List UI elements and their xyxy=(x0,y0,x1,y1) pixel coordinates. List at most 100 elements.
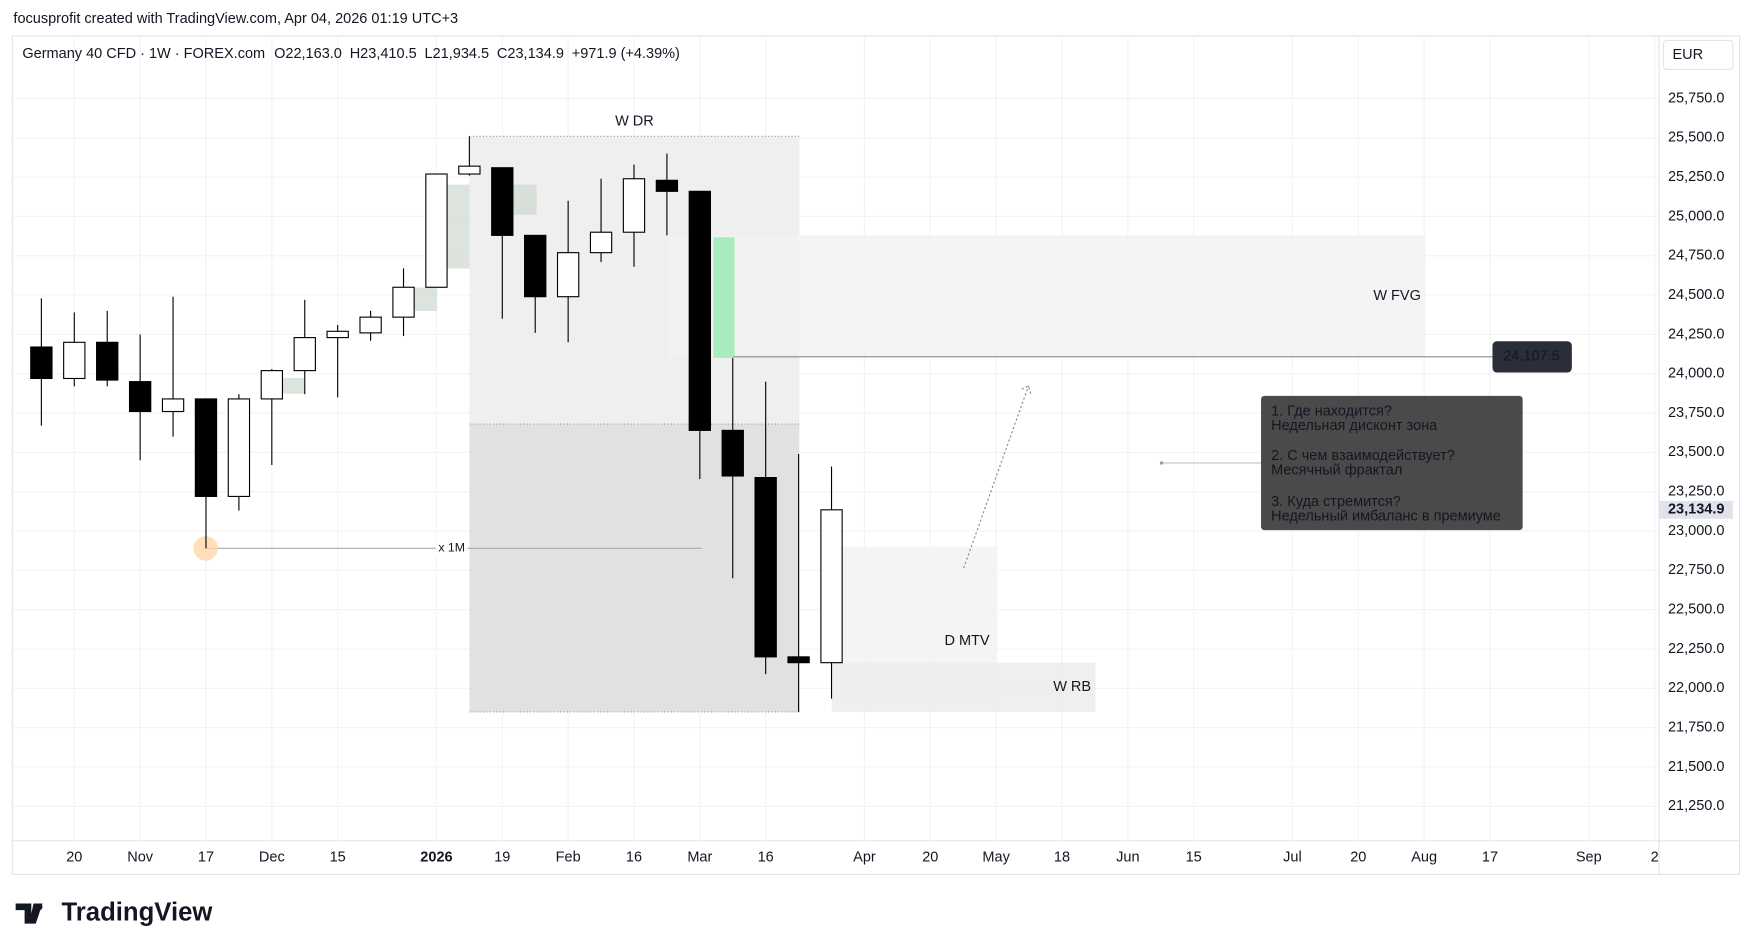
x-tick-label: Dec xyxy=(259,849,285,865)
x-tick-label: Aug xyxy=(1411,849,1437,865)
candles xyxy=(30,136,843,712)
fvg-highlight xyxy=(713,237,735,358)
candle-body xyxy=(556,252,580,298)
ohlc-low: L21,934.5 xyxy=(425,46,490,62)
projection-arrow xyxy=(963,385,1032,569)
logo-dot xyxy=(35,903,43,911)
brand: TradingView xyxy=(61,898,213,926)
x-tick-label: Jun xyxy=(1116,849,1139,865)
x-tick-label: 16 xyxy=(758,849,774,865)
note-line: 1. Где находится? xyxy=(1271,403,1392,419)
x-tick-label: Jul xyxy=(1283,849,1302,865)
y-tick-label: 22,250.0 xyxy=(1668,641,1725,657)
attribution: focusprofit created with TradingView.com… xyxy=(13,11,458,27)
price-line-label: 24,107.5 xyxy=(1503,349,1560,365)
symbol: Germany 40 CFD · 1W · FOREX.com xyxy=(22,46,265,62)
y-tick-label: 24,000.0 xyxy=(1668,366,1725,382)
candle-body xyxy=(655,179,679,192)
candle-body xyxy=(820,509,843,664)
candle-body xyxy=(293,337,316,372)
currency-button[interactable] xyxy=(1662,39,1734,71)
y-tick-label: 24,750.0 xyxy=(1668,248,1725,264)
y-tick-label: 24,500.0 xyxy=(1668,287,1725,303)
note-line: Месячный фрактал xyxy=(1271,463,1402,479)
x-tick-label: 18 xyxy=(1054,849,1070,865)
candle-body xyxy=(787,656,810,664)
ohlc-close: C23,134.9 xyxy=(497,46,564,62)
x-tick-label: Feb xyxy=(556,849,581,865)
zone-lower xyxy=(469,424,800,712)
x-tick-label: 20 xyxy=(922,849,938,865)
y-tick-label: 22,750.0 xyxy=(1668,562,1725,578)
currency[interactable]: EUR xyxy=(1672,47,1703,63)
candle-body xyxy=(30,346,53,380)
note-box xyxy=(1261,395,1523,531)
candle-body xyxy=(425,173,448,288)
note-line: Недельный имбаланс в премиуме xyxy=(1271,509,1501,525)
candle-body xyxy=(96,341,119,381)
zone xyxy=(831,662,1096,712)
ohlc-change: +971.9 (+4.39%) xyxy=(572,46,680,62)
candle-body xyxy=(589,231,613,254)
zone-label: W RB xyxy=(1053,679,1091,695)
candle-body xyxy=(227,398,251,497)
candle-body xyxy=(194,398,218,497)
level-label-bg xyxy=(436,540,468,557)
candle-body xyxy=(688,190,712,431)
note-line: 2. С чем взаимодействует? xyxy=(1271,448,1455,464)
zones: W DR W FVG D MTV W RB x 1M xyxy=(193,114,1426,713)
zone-label: W DR xyxy=(615,114,654,130)
x-tick-label: 16 xyxy=(626,849,642,865)
y-tick-label: 21,500.0 xyxy=(1668,759,1725,775)
y-tick-label: 23,250.0 xyxy=(1668,484,1725,500)
ohlc-open: O22,163.0 xyxy=(274,46,342,62)
last-price-bg xyxy=(1659,500,1733,519)
last-price-label: 23,134.9 xyxy=(1668,502,1725,518)
y-tick-label: 25,500.0 xyxy=(1668,130,1725,146)
candle-body xyxy=(161,398,185,413)
note-line: 3. Куда стремится? xyxy=(1271,494,1401,510)
overlay: 24,107.523,134.91. Где находится?Недельн… xyxy=(733,341,1733,531)
zone xyxy=(668,235,1426,357)
level-label: x 1M xyxy=(438,541,465,555)
x-tick-label: 19 xyxy=(494,849,510,865)
y-tick-label: 22,500.0 xyxy=(1668,602,1725,618)
note-anchor xyxy=(1159,461,1164,465)
y-tick-label: 22,000.0 xyxy=(1668,680,1725,696)
candle-body xyxy=(392,286,415,318)
x-tick-label: May xyxy=(982,849,1010,865)
candle-body xyxy=(721,429,744,477)
candle-body xyxy=(491,167,514,236)
x-tick-label: 20 xyxy=(1350,849,1366,865)
price-line-label-bg xyxy=(1492,341,1572,373)
brand-logo: TradingView xyxy=(15,898,213,926)
y-tick-label: 25,000.0 xyxy=(1668,208,1725,224)
candle-body xyxy=(622,178,646,233)
zone-label: D MTV xyxy=(944,633,989,649)
candle-body xyxy=(754,477,777,658)
x-tick-label: 2026 xyxy=(420,849,452,865)
y-tick-label: 23,750.0 xyxy=(1668,405,1725,421)
x-tick-label: 2 xyxy=(1651,849,1659,865)
candle-body xyxy=(458,165,481,175)
candle-body xyxy=(326,330,349,339)
candle-body xyxy=(524,234,547,298)
x-tick-label: Sep xyxy=(1576,849,1602,865)
x-tick-label: 17 xyxy=(1482,849,1498,865)
candle-body xyxy=(128,381,152,413)
ohlc-high: H23,410.5 xyxy=(350,46,417,62)
legend: Germany 40 CFD · 1W · FOREX.com O22,163.0… xyxy=(22,46,680,62)
y-tick-label: 25,750.0 xyxy=(1668,90,1725,106)
y-tick-label: 24,250.0 xyxy=(1668,326,1725,342)
x-tick-label: Apr xyxy=(853,849,876,865)
x-tick-label: 15 xyxy=(330,849,346,865)
note-line: Недельная дисконт зона xyxy=(1271,418,1438,434)
x-tick-label: 20 xyxy=(66,849,82,865)
y-tick-label: 21,250.0 xyxy=(1668,798,1725,814)
candle-body xyxy=(260,370,284,400)
candle-body xyxy=(63,341,86,380)
y-tick-label: 25,250.0 xyxy=(1668,169,1725,185)
y-tick-label: 23,000.0 xyxy=(1668,523,1725,539)
x-tick-label: 15 xyxy=(1186,849,1202,865)
